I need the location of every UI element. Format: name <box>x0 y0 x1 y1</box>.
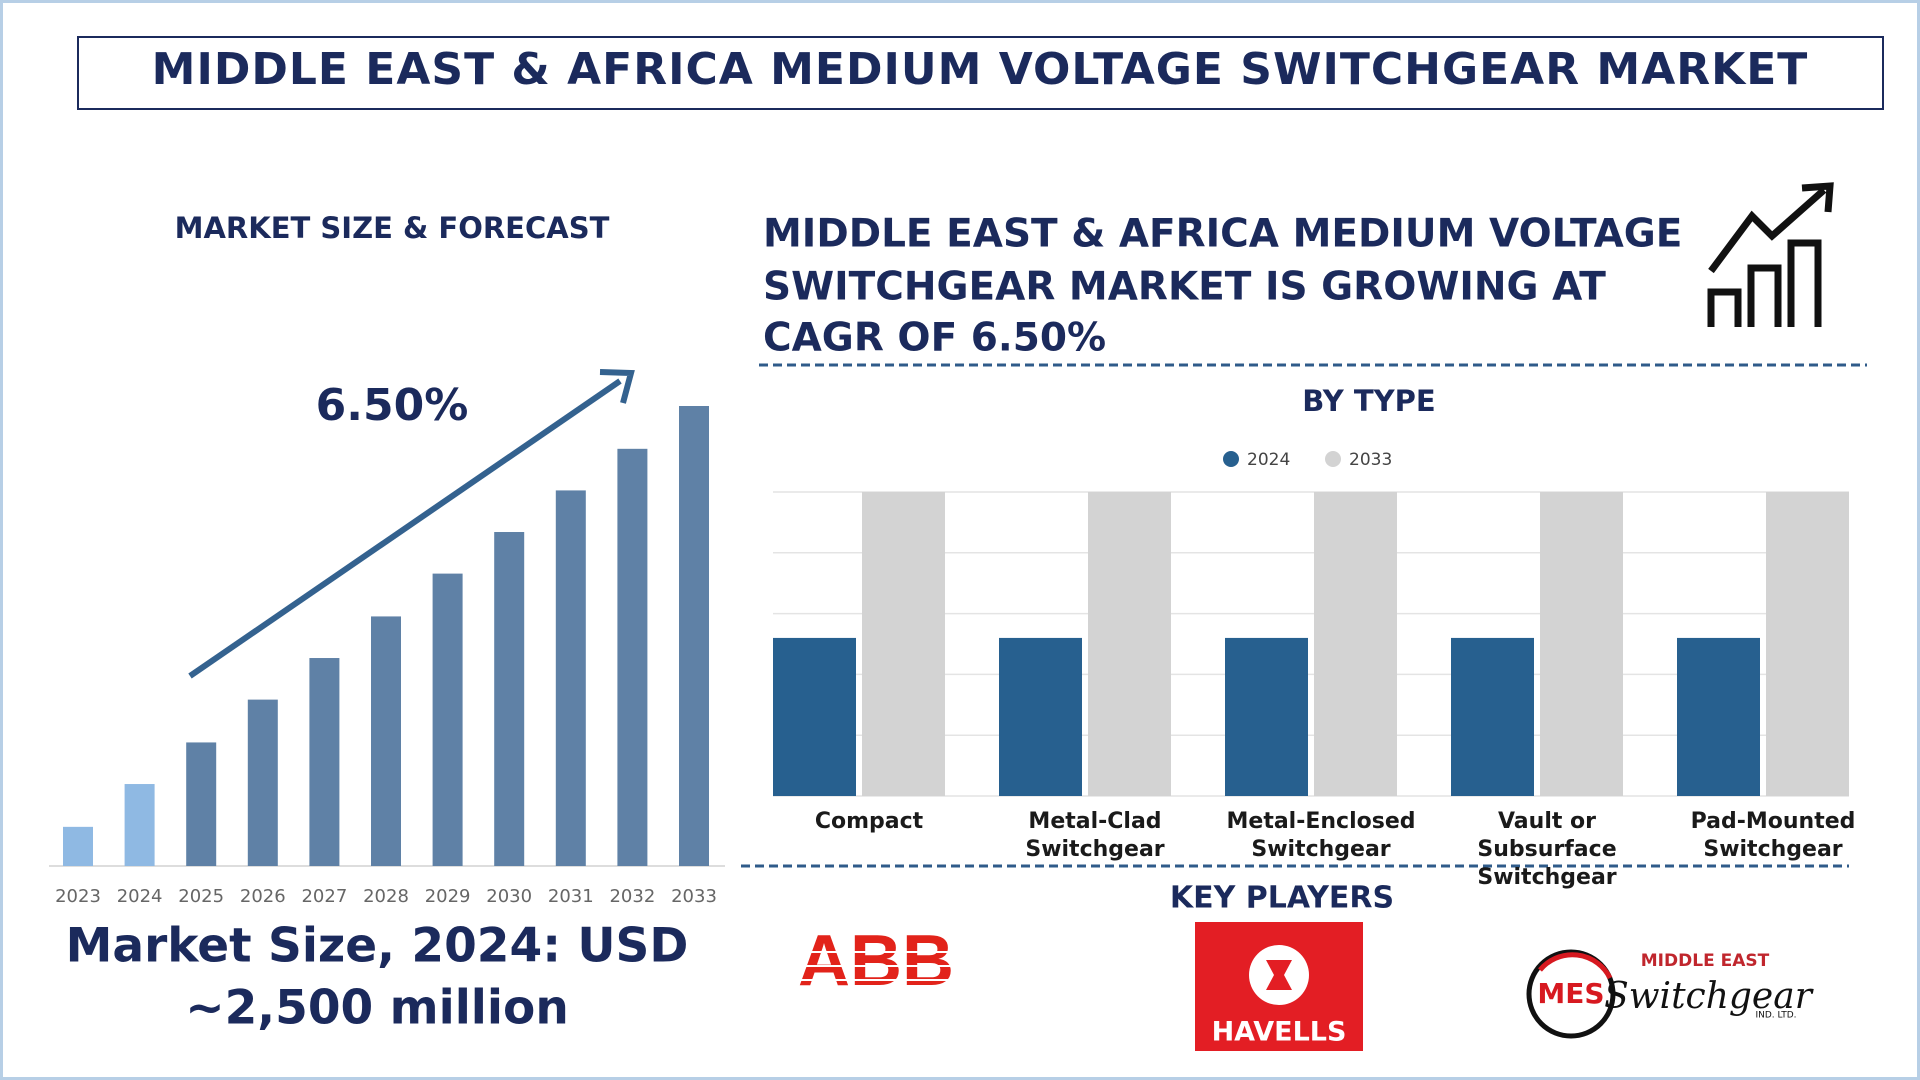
bar <box>617 448 648 866</box>
growth-arrow <box>188 378 622 679</box>
x-tick-label: 2027 <box>301 886 347 907</box>
legend-dot <box>1325 451 1341 467</box>
legend-label: 2024 <box>1247 450 1290 470</box>
category-label: Metal-Clad Switchgear <box>1025 809 1165 862</box>
legend-dot <box>1223 451 1239 467</box>
mes-mark: MES <box>1537 977 1604 1010</box>
forecast-heading: MARKET SIZE & FORECAST <box>175 211 610 245</box>
bar <box>186 742 217 866</box>
bar <box>999 637 1082 796</box>
bar <box>1766 492 1849 796</box>
x-tick-label: 2029 <box>425 886 471 907</box>
bar <box>494 532 525 866</box>
bar <box>432 573 463 866</box>
havells-logo: HAVELLS <box>1212 1017 1347 1048</box>
bar <box>309 658 340 866</box>
x-tick-label: 2032 <box>609 886 655 907</box>
abb-stripes <box>795 951 960 981</box>
mes-suffix: IND. LTD. <box>1755 1011 1796 1021</box>
x-tick-label: 2024 <box>117 886 163 907</box>
abb-logo: ABB <box>798 921 954 1001</box>
bar <box>1540 492 1623 796</box>
category-label: Vault or Subsurface Switchgear <box>1477 809 1617 890</box>
mes-script: Switchgear <box>1604 976 1814 1017</box>
mes-ring <box>1526 949 1616 1039</box>
headline: SWITCHGEAR MARKET IS GROWING AT <box>763 265 1606 310</box>
x-tick-label: 2030 <box>486 886 532 907</box>
x-tick-label: 2031 <box>548 886 594 907</box>
category-label: Metal-Enclosed Switchgear <box>1226 809 1416 862</box>
x-tick-label: 2028 <box>363 886 409 907</box>
x-tick-label: 2023 <box>55 886 101 907</box>
x-tick-label: 2025 <box>178 886 224 907</box>
bar <box>773 637 856 796</box>
by-type-heading: BY TYPE <box>1302 384 1435 418</box>
bar <box>1451 637 1534 796</box>
category-label: Pad-Mounted Switchgear <box>1690 809 1856 862</box>
headline: MIDDLE EAST & AFRICA MEDIUM VOLTAGE <box>763 212 1682 257</box>
category-label: Compact <box>814 809 924 834</box>
legend-label: 2033 <box>1349 450 1392 470</box>
bar <box>1677 637 1760 796</box>
x-tick-label: 2033 <box>671 886 717 907</box>
market-size: ~2,500 million <box>185 981 569 1036</box>
key-players-heading: KEY PLAYERS <box>1170 881 1394 916</box>
growth-icon <box>1707 182 1834 327</box>
mes-ring <box>1538 952 1613 980</box>
bar <box>63 826 93 866</box>
headline: CAGR OF 6.50% <box>763 316 1106 361</box>
market-size: Market Size, 2024: USD <box>66 919 689 974</box>
bar <box>862 492 945 796</box>
bar <box>124 784 155 866</box>
bar <box>679 406 709 866</box>
mes-top: MIDDLE EAST <box>1641 951 1770 971</box>
arrow-head <box>599 369 635 404</box>
bar <box>1088 492 1171 796</box>
bar <box>1314 492 1397 796</box>
cagr-label: 6.50% <box>316 380 469 431</box>
havells-icon <box>1266 960 1292 990</box>
bar <box>1225 637 1308 796</box>
bar <box>247 699 278 866</box>
title-box <box>77 36 1884 110</box>
title: MIDDLE EAST & AFRICA MEDIUM VOLTAGE SWIT… <box>152 44 1809 95</box>
bar <box>371 616 401 866</box>
bar <box>555 490 586 866</box>
x-tick-label: 2026 <box>240 886 286 907</box>
